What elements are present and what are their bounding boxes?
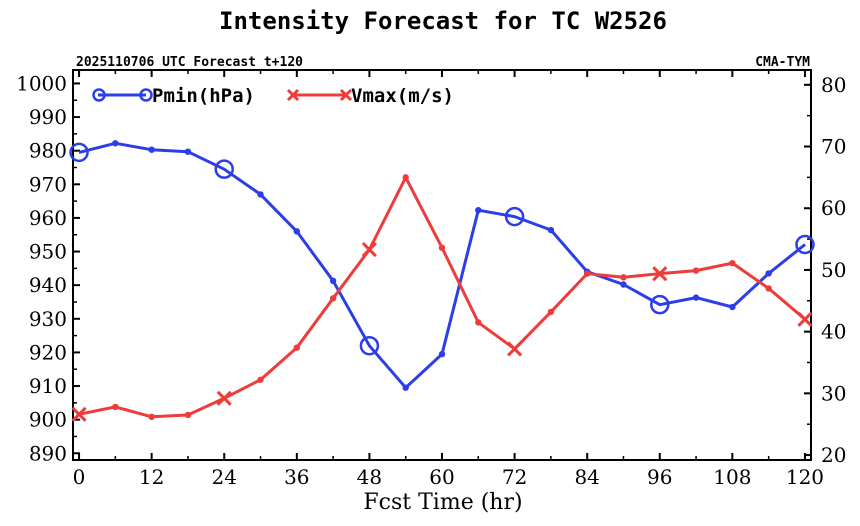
vmax-point	[112, 403, 119, 411]
left-tick-label: 890	[29, 441, 67, 465]
x-axis-label: Fcst Time (hr)	[363, 490, 522, 515]
legend-pmin-label: Pmin(hPa)	[152, 85, 255, 107]
x-tick-label: 24	[212, 465, 237, 489]
left-tick-label: 970	[29, 172, 67, 196]
vmax-point	[765, 285, 772, 292]
plot-frame	[72, 69, 812, 461]
pmin-point	[795, 234, 815, 255]
right-tick-label: 50	[821, 258, 846, 282]
right-tick-label: 40	[821, 320, 846, 344]
series-layer	[69, 140, 815, 422]
pmin-point	[438, 350, 446, 358]
left-y-axis: 890 900 910 920 930 940 950 960 970 980 990 1000	[16, 71, 80, 465]
pmin-point	[112, 140, 119, 147]
vmax-point	[797, 311, 813, 327]
pmin-point	[293, 228, 301, 235]
left-tick-label: 910	[29, 374, 67, 398]
vmax-point	[216, 390, 232, 406]
right-y-axis: 20 30 40 50 60 70 80	[804, 73, 846, 467]
pmin-point	[547, 226, 555, 234]
left-tick-label: 950	[29, 240, 67, 264]
left-tick-label: 930	[29, 307, 67, 331]
left-tick-label: 920	[29, 340, 67, 364]
x-tick-label: 0	[73, 465, 86, 489]
legend-vmax-marker	[339, 88, 353, 102]
legend-vmax-marker	[286, 88, 300, 102]
vmax-point	[583, 270, 591, 277]
chart-subtitle-left: 2025110706 UTC Forecast t+120	[76, 55, 303, 70]
x-tick-label: 60	[429, 465, 454, 489]
legend-pmin-marker	[92, 88, 106, 102]
vmax-point	[507, 341, 523, 357]
vmax-point	[652, 266, 668, 282]
chart-subtitle-right: CMA-TYM	[755, 55, 810, 70]
legend-pmin-marker	[139, 88, 153, 102]
pmin-point	[69, 142, 89, 163]
vmax-point	[148, 413, 155, 421]
pmin-point	[475, 206, 482, 214]
right-tick-label: 60	[821, 196, 846, 220]
pmin-point	[329, 277, 337, 285]
pmin-point	[650, 294, 670, 315]
legend: Pmin(hPa) Vmax(m/s)	[92, 85, 454, 107]
right-tick-label: 30	[821, 381, 846, 405]
x-tick-label: 12	[139, 465, 164, 489]
left-tick-label: 900	[29, 408, 67, 432]
left-tick-label: 990	[29, 105, 67, 129]
chart-title: Intensity Forecast for TC W2526	[219, 7, 667, 35]
vmax-point	[293, 344, 301, 351]
x-tick-label: 108	[713, 465, 751, 489]
pmin-point	[504, 206, 525, 227]
x-tick-label: 48	[357, 465, 382, 489]
vmax-point	[361, 242, 377, 258]
pmin-point	[184, 148, 192, 155]
pmin-point	[620, 281, 627, 288]
vmax-point	[729, 259, 736, 267]
x-tick-label: 120	[786, 465, 824, 489]
right-tick-label: 20	[821, 443, 846, 467]
vmax-point	[475, 319, 482, 326]
vmax-point	[184, 411, 192, 419]
pmin-point	[692, 294, 700, 301]
right-tick-label: 80	[821, 73, 846, 97]
right-tick-label: 70	[821, 135, 846, 159]
vmax-point	[402, 174, 409, 181]
pmin-point	[729, 303, 736, 311]
left-tick-label: 960	[29, 206, 67, 230]
pmin-point	[148, 146, 155, 153]
vmax-point	[438, 244, 446, 251]
left-tick-label: 1000	[16, 71, 67, 95]
pmin-point	[402, 384, 409, 391]
x-tick-label: 96	[647, 465, 672, 489]
pmin-point	[359, 335, 380, 356]
x-tick-label: 72	[502, 465, 527, 489]
pmin-point	[257, 191, 264, 198]
legend-vmax-label: Vmax(m/s)	[351, 85, 454, 107]
x-tick-label: 84	[574, 465, 599, 489]
vmax-point	[257, 376, 264, 383]
vmax-point	[71, 406, 87, 422]
vmax-point	[620, 274, 627, 281]
vmax-point	[329, 295, 337, 302]
vmax-point	[692, 267, 700, 274]
pmin-point	[214, 159, 234, 179]
left-tick-label: 940	[29, 273, 67, 297]
pmin-point	[765, 270, 772, 277]
left-tick-label: 980	[29, 139, 67, 163]
x-axis: 0 12 24 36 48 60 72 84 96 108 120	[73, 70, 824, 489]
x-tick-label: 36	[284, 465, 309, 489]
vmax-point	[547, 308, 555, 316]
